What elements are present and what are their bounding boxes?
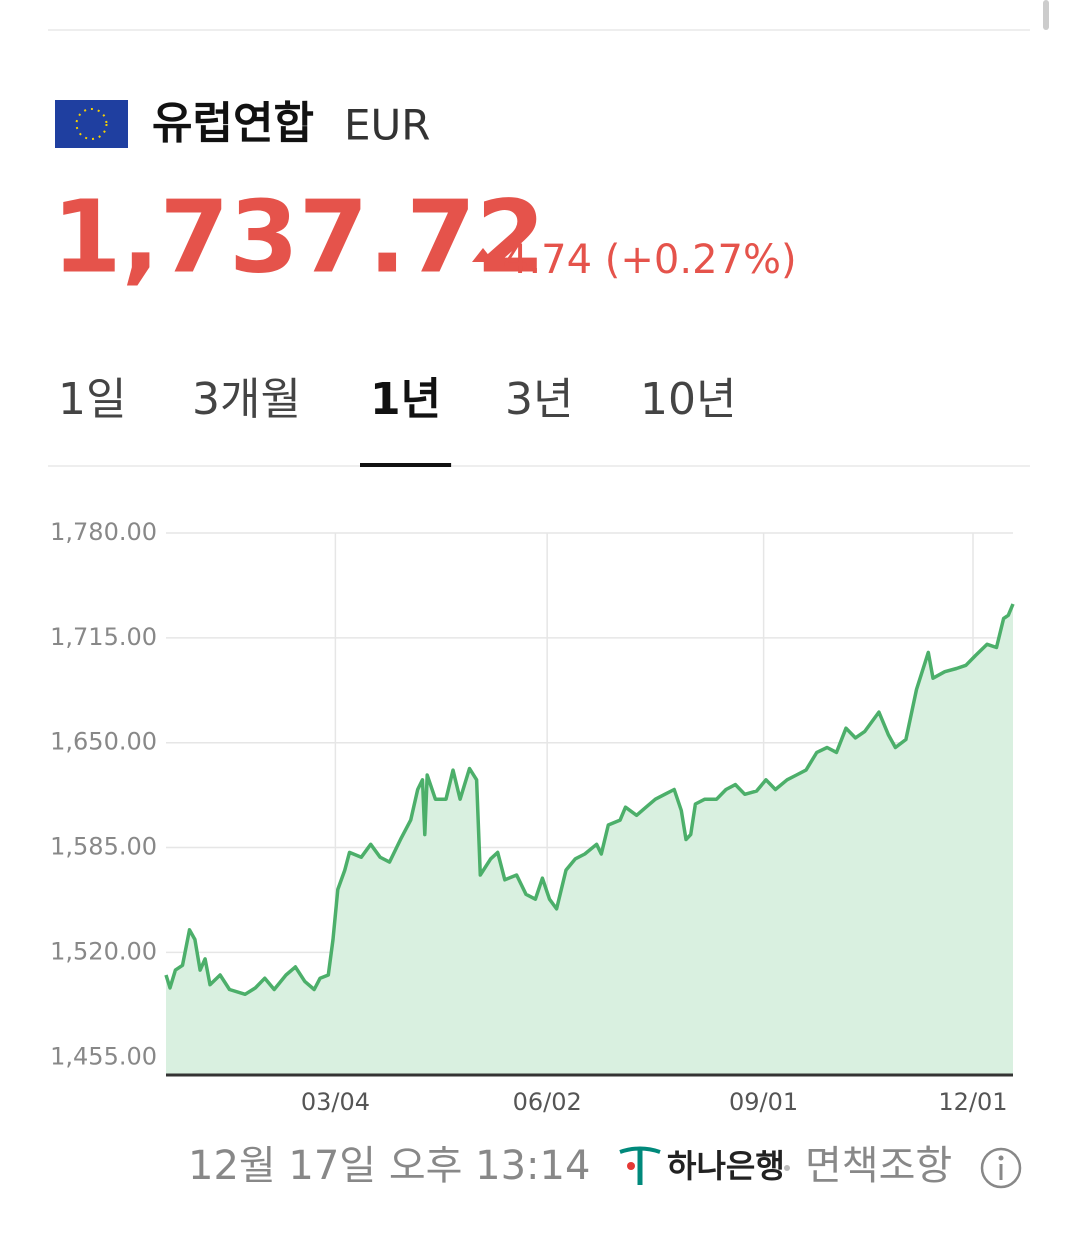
currency-code: EUR	[344, 101, 430, 150]
x-tick-label: 06/02	[513, 1088, 582, 1116]
separator-dot	[784, 1165, 790, 1171]
tab-underline	[360, 463, 452, 467]
disclaimer[interactable]: 면책조항	[805, 1143, 952, 1189]
y-tick-label: 1,780.00	[50, 518, 157, 546]
x-tick-label: 03/04	[301, 1088, 370, 1116]
x-tick-label: 12/01	[938, 1088, 1007, 1116]
source-name: 하나은행	[667, 1147, 785, 1185]
price-change: 4.74 (+0.27%)	[503, 237, 797, 283]
tab[interactable]: 1년	[370, 374, 441, 425]
area	[166, 604, 1013, 1075]
up-arrow	[472, 248, 494, 262]
currency-name: 유럽연합	[152, 98, 314, 149]
y-tick-label: 1,455.00	[50, 1042, 157, 1070]
y-tick-label: 1,650.00	[50, 728, 157, 756]
price: 1,737.72	[52, 178, 545, 295]
scrollbar	[1043, 0, 1049, 30]
tab[interactable]: 3년	[505, 374, 573, 425]
y-tick-label: 1,715.00	[50, 623, 157, 651]
source-logo	[619, 1146, 661, 1185]
tab[interactable]: 1일	[58, 374, 126, 425]
chart: 1,455.00 1,520.00 1,585.00 1,650.00 1,715.00…	[50, 518, 1015, 1116]
y-tick-label: 1,520.00	[50, 937, 157, 965]
eu-flag	[55, 100, 128, 148]
x-tick-label: 09/01	[729, 1088, 798, 1116]
y-tick-label: 1,585.00	[50, 833, 157, 861]
info-icon[interactable]	[980, 1147, 1022, 1189]
timestamp: 12월 17일 오후 13:14	[188, 1143, 590, 1189]
tab[interactable]: 10년	[640, 374, 736, 425]
line	[164, 603, 1015, 997]
tab[interactable]: 3개월	[192, 374, 301, 425]
